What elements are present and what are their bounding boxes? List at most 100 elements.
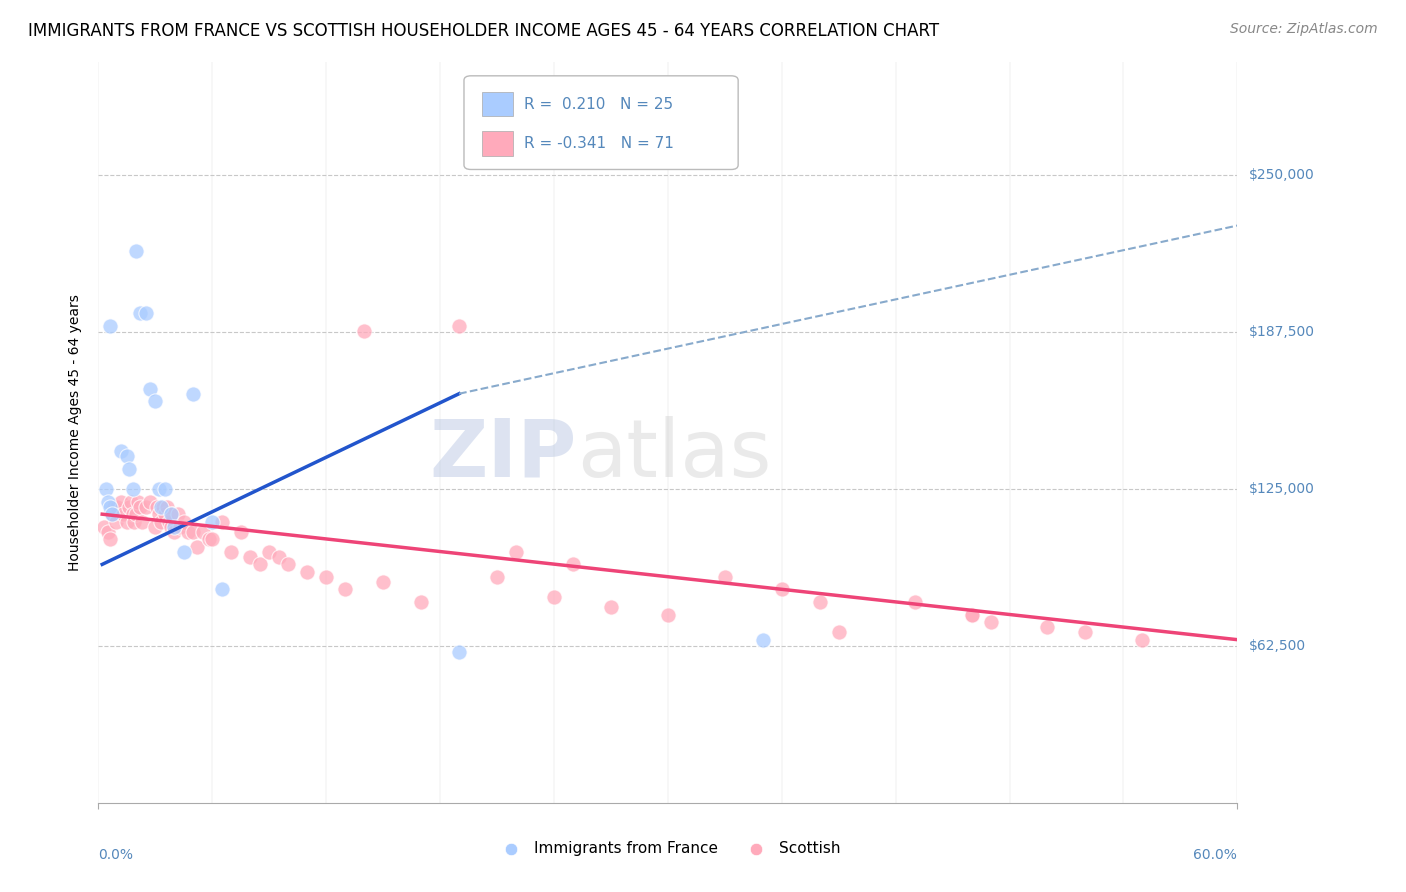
Point xyxy=(98,318,121,333)
Point xyxy=(249,558,271,572)
Text: $125,000: $125,000 xyxy=(1249,482,1315,496)
Point xyxy=(1036,620,1059,634)
Point xyxy=(979,615,1001,629)
Point xyxy=(124,515,146,529)
Point xyxy=(543,590,565,604)
Point xyxy=(176,524,198,539)
Point xyxy=(98,533,121,547)
Point xyxy=(138,382,160,396)
Text: $187,500: $187,500 xyxy=(1249,326,1315,339)
Point xyxy=(211,515,233,529)
Point xyxy=(107,500,129,514)
Point xyxy=(110,494,132,508)
Point xyxy=(150,515,173,529)
Point xyxy=(138,494,160,508)
Point xyxy=(153,507,176,521)
Point xyxy=(115,450,138,464)
Point xyxy=(201,515,224,529)
Point xyxy=(167,507,190,521)
Point xyxy=(115,515,138,529)
Point xyxy=(808,595,831,609)
Point xyxy=(162,507,184,521)
Text: Source: ZipAtlas.com: Source: ZipAtlas.com xyxy=(1230,22,1378,37)
Point xyxy=(120,494,142,508)
Point xyxy=(121,507,143,521)
Point xyxy=(104,515,127,529)
Point xyxy=(169,520,191,534)
Point xyxy=(229,524,252,539)
Text: R = -0.341   N = 71: R = -0.341 N = 71 xyxy=(524,136,675,152)
Point xyxy=(239,549,262,564)
Point xyxy=(129,500,152,514)
Point xyxy=(148,482,170,496)
Point xyxy=(183,524,205,539)
Point xyxy=(145,394,167,409)
Point xyxy=(118,500,141,514)
Text: $62,500: $62,500 xyxy=(1249,639,1306,653)
Point xyxy=(186,540,208,554)
Point xyxy=(135,306,157,320)
Text: 60.0%: 60.0% xyxy=(1194,848,1237,862)
Point xyxy=(97,494,120,508)
Point xyxy=(770,582,793,597)
Point xyxy=(98,500,121,514)
Text: 0.0%: 0.0% xyxy=(98,848,134,862)
Text: $250,000: $250,000 xyxy=(1249,169,1315,182)
Point xyxy=(315,570,337,584)
Point xyxy=(960,607,983,622)
Text: ZIP: ZIP xyxy=(429,416,576,494)
Point xyxy=(297,565,319,579)
Point xyxy=(100,507,122,521)
Point xyxy=(335,582,357,597)
Point xyxy=(125,507,148,521)
Point xyxy=(163,520,186,534)
Point xyxy=(159,507,181,521)
Point xyxy=(93,520,115,534)
Point xyxy=(153,482,176,496)
Point xyxy=(259,545,281,559)
Point xyxy=(163,524,186,539)
Point xyxy=(353,324,375,338)
Point xyxy=(118,462,141,476)
Point xyxy=(197,533,219,547)
Point xyxy=(505,545,527,559)
Point xyxy=(173,545,195,559)
Point xyxy=(100,507,122,521)
Point xyxy=(449,645,471,659)
Point xyxy=(125,244,148,258)
Point xyxy=(157,515,180,529)
Point xyxy=(828,625,851,640)
Point xyxy=(110,444,132,458)
Point xyxy=(714,570,737,584)
Point xyxy=(191,524,214,539)
Point xyxy=(486,570,509,584)
Point xyxy=(173,515,195,529)
Text: atlas: atlas xyxy=(576,416,770,494)
Point xyxy=(752,632,775,647)
Point xyxy=(562,558,585,572)
Point xyxy=(146,500,169,514)
Point xyxy=(112,507,135,521)
Point xyxy=(201,533,224,547)
Point xyxy=(148,507,170,521)
Point xyxy=(960,607,983,622)
Point xyxy=(183,386,205,401)
Point xyxy=(600,600,623,615)
Point xyxy=(121,482,143,496)
Point xyxy=(129,306,152,320)
Point xyxy=(449,318,471,333)
Point xyxy=(159,520,181,534)
Point xyxy=(156,500,179,514)
Point xyxy=(1074,625,1097,640)
Point xyxy=(131,515,153,529)
Point xyxy=(135,500,157,514)
Point xyxy=(152,500,174,514)
Point xyxy=(94,482,117,496)
Point xyxy=(145,520,167,534)
Point xyxy=(103,500,125,514)
Point xyxy=(150,500,173,514)
Point xyxy=(97,524,120,539)
Point xyxy=(411,595,433,609)
Point xyxy=(277,558,299,572)
Point xyxy=(221,545,243,559)
